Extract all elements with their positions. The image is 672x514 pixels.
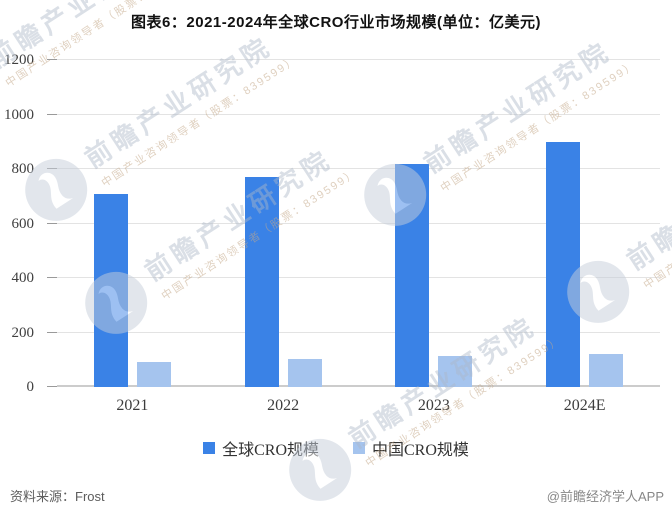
gridline xyxy=(57,331,660,333)
y-axis-label: 800 xyxy=(11,161,35,178)
bar-group-2024E xyxy=(509,60,660,387)
legend-item-全球CRO规模: 全球CRO规模 xyxy=(203,436,319,460)
credit-note: @前瞻经济学人APP xyxy=(546,489,664,504)
y-axis-tick xyxy=(47,168,57,169)
y-axis-label: 600 xyxy=(11,215,35,232)
x-axis-line xyxy=(57,385,660,387)
chart-area xyxy=(47,59,660,387)
legend-swatch xyxy=(353,442,365,454)
legend-label: 全球CRO规模 xyxy=(222,442,319,459)
x-axis-labels: 2021 2022 2023 2024E xyxy=(57,397,660,415)
bar-group-2022 xyxy=(208,60,359,387)
y-axis-tick xyxy=(47,222,57,224)
chart-legend: 全球CRO规模 中国CRO规模 xyxy=(0,436,672,460)
y-axis-tick xyxy=(47,331,57,333)
source-label: 资料来源： xyxy=(10,489,76,504)
bar-全球CRO规模-2024E xyxy=(546,141,581,387)
gridline xyxy=(57,113,660,115)
source-value: Frost xyxy=(75,489,105,504)
x-axis-label-2024E: 2024E xyxy=(563,397,606,414)
legend-swatch xyxy=(203,442,216,454)
y-axis-label: 1200 xyxy=(4,52,34,68)
bar-group-2023 xyxy=(359,60,510,387)
legend-item-中国CRO规模: 中国CRO规模 xyxy=(353,436,469,460)
bar-全球CRO规模-2023 xyxy=(395,163,430,387)
bars-layer xyxy=(57,60,660,387)
x-axis-label-2023: 2023 xyxy=(417,397,450,414)
y-axis-tick xyxy=(47,386,57,387)
y-axis-label: 1000 xyxy=(4,106,34,123)
y-axis-tick xyxy=(47,277,57,278)
x-axis-label-2021: 2021 xyxy=(116,397,149,414)
bar-中国CRO规模-2022 xyxy=(287,358,322,387)
x-axis-label-2022: 2022 xyxy=(267,397,300,414)
gridline xyxy=(57,277,660,278)
y-axis-tick xyxy=(47,59,57,60)
bar-中国CRO规模-2024E xyxy=(589,354,624,387)
source-note: 资料来源：Frost xyxy=(10,486,105,505)
legend-label: 中国CRO规模 xyxy=(372,442,469,459)
gridline xyxy=(57,59,660,60)
bar-group-2021 xyxy=(57,60,208,387)
gridline xyxy=(57,222,660,224)
y-axis-label: 200 xyxy=(11,324,35,341)
chart-title: 图表6：2021-2024年全球CRO行业市场规模(单位：亿美元) xyxy=(131,14,541,31)
bar-全球CRO规模-2021 xyxy=(93,193,128,387)
bar-中国CRO规模-2023 xyxy=(438,355,473,387)
bar-全球CRO规模-2022 xyxy=(244,176,279,387)
bar-中国CRO规模-2021 xyxy=(136,362,171,387)
y-axis-label: 400 xyxy=(11,270,35,287)
y-axis-tick xyxy=(47,113,57,115)
y-axis-label: 0 xyxy=(26,379,35,395)
gridline xyxy=(57,168,660,169)
y-axis-labels: 0 200 400 600 800 1000 1200 xyxy=(0,52,48,395)
